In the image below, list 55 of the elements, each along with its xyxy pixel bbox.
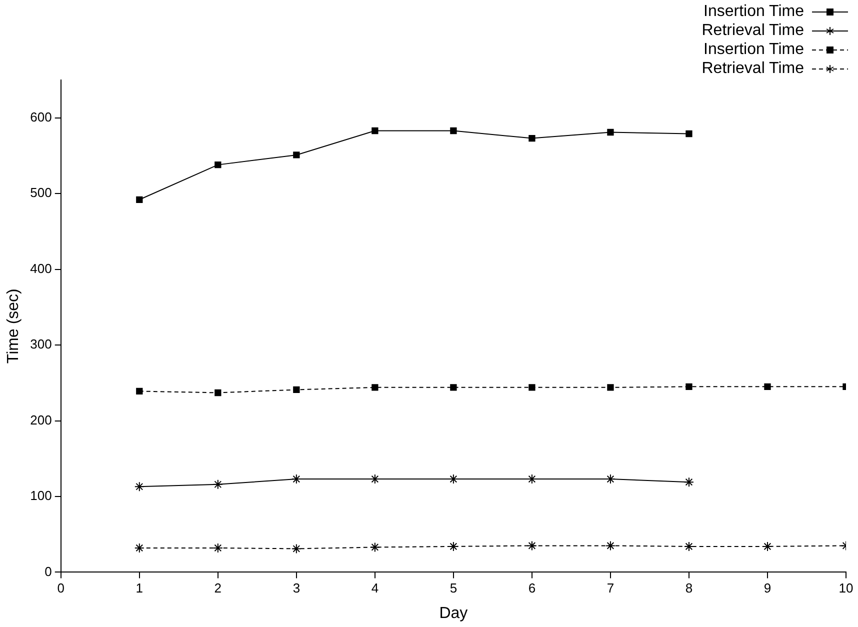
x-tick-label: 1: [136, 580, 144, 596]
point: [136, 196, 143, 203]
point: [372, 384, 378, 391]
x-tick-label: 4: [371, 580, 379, 596]
x-tick-label: 9: [764, 580, 772, 596]
point: [370, 474, 380, 484]
point: [134, 542, 144, 553]
legend-label: Retrieval Time: [702, 21, 804, 40]
point: [134, 482, 144, 492]
y-tick-label: 100: [30, 488, 52, 504]
y-tick-label: 400: [30, 260, 52, 276]
point: [214, 161, 222, 168]
point: [212, 542, 223, 553]
point: [293, 386, 300, 394]
point: [684, 477, 694, 488]
y-axis-title: Time (sec): [5, 288, 22, 364]
point: [526, 474, 537, 484]
point: [607, 128, 614, 136]
point: [450, 127, 457, 134]
x-axis-title: Day: [439, 604, 468, 622]
point: [293, 152, 300, 158]
point: [372, 127, 378, 134]
point: [605, 540, 616, 551]
x-tick-label: 6: [528, 580, 536, 596]
x-tick-label: 0: [57, 580, 65, 596]
point: [448, 474, 458, 484]
point: [684, 541, 694, 552]
point: [528, 134, 536, 142]
y-tick-label: 500: [30, 185, 52, 200]
y-tick-label: 0: [44, 564, 52, 579]
point: [291, 474, 302, 484]
point: [528, 384, 536, 391]
point: [764, 383, 771, 390]
legend-label: Insertion Time: [704, 40, 804, 59]
legend-label: Insertion Time: [704, 2, 804, 21]
x-tick-label: 7: [606, 580, 614, 596]
point: [370, 542, 380, 552]
point: [450, 384, 457, 391]
x-tick-label: 8: [685, 580, 693, 596]
y-tick-label: 300: [30, 336, 52, 352]
point: [686, 383, 692, 390]
point: [291, 544, 302, 554]
point: [607, 384, 614, 391]
y-tick-label: 600: [30, 109, 52, 124]
x-tick-label: 10: [838, 580, 854, 596]
x-tick-label: 2: [214, 580, 222, 596]
point: [212, 479, 223, 490]
x-tick-label: 3: [292, 580, 300, 596]
legend-label: Retrieval Time: [702, 59, 804, 78]
point: [686, 130, 692, 138]
x-tick-label: 5: [450, 580, 458, 596]
point: [214, 389, 222, 396]
point: [526, 540, 537, 551]
point: [136, 388, 143, 395]
y-tick-label: 200: [30, 412, 52, 428]
